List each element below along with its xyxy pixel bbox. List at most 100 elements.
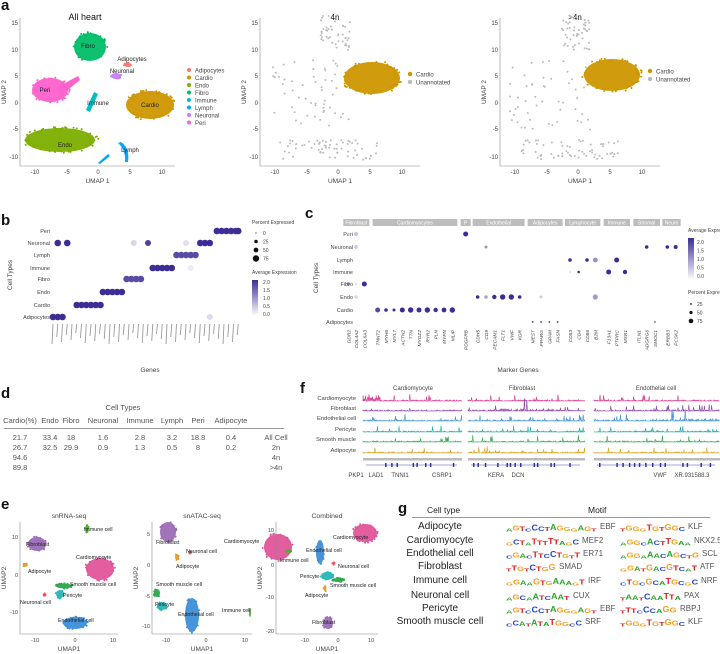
cluster-point [113, 566, 116, 569]
cluster-label: Neuronal cell [20, 600, 51, 606]
unannotated-point [586, 47, 589, 50]
exon [497, 463, 499, 467]
cluster-point [72, 616, 75, 619]
cluster-point [358, 539, 361, 542]
unannotated-point [329, 106, 332, 109]
cluster-label: Neuronal [110, 69, 134, 75]
cluster-point [189, 599, 192, 602]
accessibility-track [593, 447, 720, 455]
expression-dot [130, 240, 137, 246]
cluster-point [33, 535, 36, 538]
exon [638, 463, 641, 467]
cluster-point [344, 71, 347, 74]
cluster-point [123, 62, 126, 65]
region-title: Cardiomyocyte [393, 386, 434, 392]
y-tick-label: -10 [142, 624, 150, 630]
unannotated-point [581, 37, 584, 40]
unannotated-point [561, 155, 564, 158]
accessibility-track [467, 394, 586, 402]
legend-dot [187, 120, 191, 125]
cluster-point [193, 599, 196, 602]
cluster-point [319, 575, 322, 578]
unannotated-point [354, 149, 357, 152]
unannotated-point [578, 149, 581, 152]
row-label: Fibro [37, 277, 50, 283]
motif-letter: G [652, 524, 660, 533]
motif-letter: C [529, 563, 537, 573]
motif-letter: T [519, 607, 526, 615]
motif-letter: G [548, 562, 556, 573]
unannotated-point [360, 147, 363, 150]
cluster-point [101, 38, 104, 41]
unannotated-point [327, 28, 330, 31]
cluster-point [190, 631, 193, 634]
unannotated-point [573, 44, 576, 47]
gene-tick-label [113, 323, 116, 338]
unannotated-point [560, 141, 563, 144]
cluster-point [66, 587, 69, 590]
expression-dot [592, 257, 598, 263]
cluster-point [358, 62, 361, 65]
cluster-point [61, 97, 64, 100]
motif-letter: C [639, 580, 646, 587]
expression-dot [673, 245, 678, 249]
cluster-point [78, 56, 81, 59]
cluster-point [635, 68, 638, 71]
unannotated-point [578, 139, 581, 142]
unannotated-point [557, 100, 560, 103]
motif-letter: G [671, 538, 679, 547]
expression-dot [82, 301, 90, 309]
cluster-point [322, 553, 325, 556]
x-tick-label: 0 [96, 170, 100, 176]
gene-group-header: Endothelial [472, 219, 525, 227]
motif-letter: C [538, 524, 545, 533]
cluster-point [396, 77, 399, 80]
cluster-point [80, 128, 83, 131]
unannotated-point [319, 19, 322, 22]
cluster [352, 523, 379, 544]
cluster-point [57, 596, 60, 599]
gene-group-header: Lymphocyte [565, 219, 601, 227]
motif-letter: C [543, 553, 551, 560]
unannotated-point [322, 28, 325, 31]
unannotated-point [581, 139, 584, 142]
unannotated-point [564, 42, 567, 45]
accessibility-track [467, 434, 586, 444]
cluster-point [277, 560, 280, 563]
unannotated-point [316, 139, 319, 142]
cluster-point [63, 587, 66, 590]
unannotated-point [547, 122, 550, 125]
legend-dot [187, 83, 191, 87]
cluster-point [36, 79, 39, 82]
cluster-point [159, 526, 162, 529]
color-legend-label: 2.0 [697, 240, 704, 246]
exon [686, 463, 689, 467]
exon [477, 463, 479, 467]
unannotated-point [327, 37, 330, 40]
cluster-label: Cardio [141, 103, 159, 109]
cluster-point [291, 543, 294, 546]
unannotated-point [322, 151, 325, 154]
motif-letter: C [659, 566, 667, 573]
cluster-point [76, 39, 79, 42]
plot-title: 4n [331, 13, 340, 22]
y-tick-label: 0 [15, 573, 18, 579]
unannotated-point [535, 104, 538, 107]
cluster-point [626, 60, 629, 63]
cluster-point [159, 91, 162, 94]
unannotated-point [568, 82, 571, 85]
legend-label: Neuronal [195, 114, 219, 120]
cluster-point [162, 94, 165, 97]
expression-dot [92, 301, 100, 309]
unannotated-point [583, 86, 586, 89]
cluster-point [86, 621, 89, 624]
unannotated-point [323, 99, 326, 102]
cluster-point [640, 75, 643, 78]
unannotated-point [322, 39, 325, 42]
unannotated-point [526, 139, 529, 142]
cluster-label: Smooth muscle cell [70, 582, 116, 588]
cluster-point [263, 546, 266, 549]
cluster-point [105, 578, 108, 581]
motif-letter: C [691, 577, 699, 587]
